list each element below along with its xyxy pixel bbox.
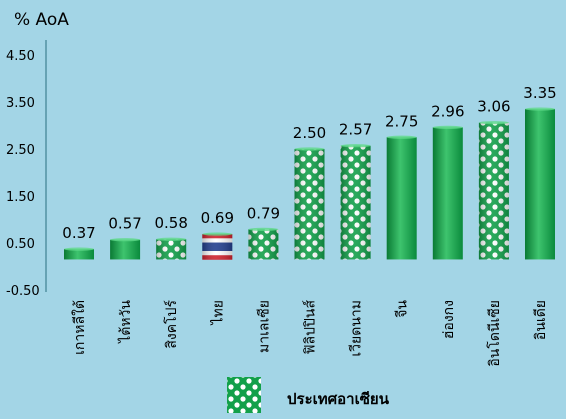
bar <box>340 144 371 260</box>
legend: ประเทศอาเซียน <box>227 377 390 413</box>
bar <box>64 247 94 260</box>
bar-cap <box>525 107 555 111</box>
category-label: จีน <box>395 300 411 318</box>
value-label: 0.58 <box>154 214 187 232</box>
category-label: มาเลเซีย <box>256 300 272 353</box>
category-label: ไทย <box>209 300 226 325</box>
value-label: 2.50 <box>293 124 326 142</box>
value-label: 0.57 <box>108 215 141 233</box>
y-tick-label: 4.50 <box>6 49 35 64</box>
bar-shade <box>478 122 509 260</box>
bar <box>294 147 325 260</box>
bar <box>432 125 463 260</box>
bar-cap <box>110 238 141 242</box>
y-axis-title: % AoA <box>14 10 69 30</box>
bar <box>386 135 417 260</box>
y-tick-label: 3.50 <box>6 96 35 111</box>
bar-cap <box>248 227 279 231</box>
y-tick-label: -0.50 <box>6 284 40 299</box>
bar-cap <box>64 247 94 251</box>
y-tick-label: 1.50 <box>6 190 35 205</box>
legend-label: ประเทศอาเซียน <box>287 390 390 408</box>
bar-solid <box>386 137 417 260</box>
category-label: อินโดนีเซีย <box>486 300 503 367</box>
y-tick-label: 0.50 <box>6 237 35 252</box>
bar-cap <box>294 147 325 151</box>
bar <box>248 227 279 260</box>
value-label: 0.79 <box>247 204 280 222</box>
bar-cap <box>202 232 233 236</box>
value-label: 2.57 <box>339 121 372 139</box>
bar-solid <box>64 249 94 260</box>
category-label: เวียดนาม <box>349 300 365 357</box>
bar <box>156 237 187 260</box>
bar-cap <box>432 125 463 129</box>
bar-shade <box>248 229 279 260</box>
bar-cap <box>478 121 509 125</box>
bar-shade <box>294 149 325 260</box>
bar-cap <box>156 237 187 241</box>
category-label: อินเดีย <box>533 300 549 340</box>
bar-shade <box>202 234 233 260</box>
category-label: สิงคโปร์ <box>163 300 180 349</box>
category-label: ฟิลิปปินส์ <box>302 300 319 355</box>
bar-cap <box>386 135 417 139</box>
bar-solid <box>432 127 463 260</box>
value-label: 0.69 <box>201 209 234 227</box>
bar <box>202 232 233 260</box>
value-label: 3.06 <box>477 98 510 116</box>
value-label: 0.37 <box>62 224 95 242</box>
bar-shade <box>156 239 187 260</box>
category-label: ไต้หวัน <box>117 300 134 344</box>
bar <box>478 121 509 260</box>
bar-solid <box>525 109 555 260</box>
legend-swatch <box>227 377 261 413</box>
value-label: 2.96 <box>431 102 464 120</box>
category-label: เกาหลีใต้ <box>71 300 88 355</box>
value-label: 2.75 <box>385 112 418 130</box>
bar-solid <box>110 239 141 260</box>
bar <box>525 107 555 260</box>
bar-cap <box>340 144 371 148</box>
bar <box>110 238 141 260</box>
category-label: ฮ่องกง <box>441 300 457 339</box>
value-label: 3.35 <box>523 84 556 102</box>
bar-shade <box>340 145 371 260</box>
y-tick-label: 2.50 <box>6 143 35 158</box>
